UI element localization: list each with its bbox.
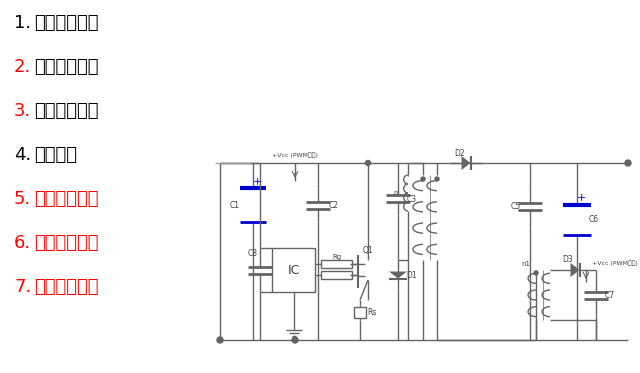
Text: +: + bbox=[252, 177, 262, 187]
Text: 4.: 4. bbox=[14, 146, 31, 164]
Text: C1: C1 bbox=[230, 201, 240, 210]
Polygon shape bbox=[461, 156, 470, 170]
Text: D3: D3 bbox=[563, 256, 573, 264]
Text: IC: IC bbox=[287, 263, 300, 276]
Text: C2: C2 bbox=[329, 201, 339, 210]
Text: C6: C6 bbox=[589, 216, 599, 225]
Text: C5: C5 bbox=[511, 202, 521, 211]
Text: 3.: 3. bbox=[14, 102, 31, 120]
Circle shape bbox=[625, 160, 631, 166]
Text: 6.: 6. bbox=[14, 234, 31, 252]
Bar bbox=[321, 260, 351, 268]
Text: D1: D1 bbox=[406, 270, 417, 279]
Text: C7: C7 bbox=[605, 291, 615, 300]
Circle shape bbox=[421, 177, 425, 181]
Text: +Vcc (PWM芯片): +Vcc (PWM芯片) bbox=[592, 260, 638, 266]
Text: n1: n1 bbox=[522, 261, 531, 267]
Text: 辅助绕组回路: 辅助绕组回路 bbox=[34, 190, 99, 208]
Text: 副边功率回路: 副边功率回路 bbox=[34, 58, 99, 76]
Text: 2.: 2. bbox=[14, 58, 31, 76]
Polygon shape bbox=[570, 263, 579, 277]
Text: Q1: Q1 bbox=[363, 245, 374, 254]
Text: C8: C8 bbox=[248, 248, 258, 257]
Text: 驱动回路: 驱动回路 bbox=[34, 146, 77, 164]
Text: C3: C3 bbox=[407, 194, 417, 204]
Text: 原边控制回路: 原边控制回路 bbox=[34, 234, 99, 252]
Circle shape bbox=[292, 337, 298, 343]
Text: 7.: 7. bbox=[14, 278, 31, 296]
Text: D2: D2 bbox=[454, 148, 465, 157]
Bar bbox=[272, 248, 315, 292]
Circle shape bbox=[435, 177, 439, 181]
Text: 5.: 5. bbox=[14, 190, 31, 208]
Text: 钓位吸收回路: 钓位吸收回路 bbox=[34, 102, 99, 120]
Circle shape bbox=[534, 271, 538, 275]
Circle shape bbox=[217, 337, 223, 343]
Text: +Vcc (PWM芯片): +Vcc (PWM芯片) bbox=[272, 153, 318, 158]
Text: 1.: 1. bbox=[14, 14, 31, 32]
Circle shape bbox=[365, 160, 371, 166]
Bar bbox=[321, 271, 351, 279]
Text: 副边控制回路: 副边控制回路 bbox=[34, 278, 99, 296]
Text: Rg: Rg bbox=[332, 254, 341, 260]
Polygon shape bbox=[389, 272, 407, 279]
Text: 原边功率回路: 原边功率回路 bbox=[34, 14, 99, 32]
Text: n: n bbox=[394, 190, 398, 196]
Text: +: + bbox=[576, 193, 586, 203]
Text: Rs: Rs bbox=[367, 308, 377, 317]
Bar bbox=[354, 307, 366, 318]
